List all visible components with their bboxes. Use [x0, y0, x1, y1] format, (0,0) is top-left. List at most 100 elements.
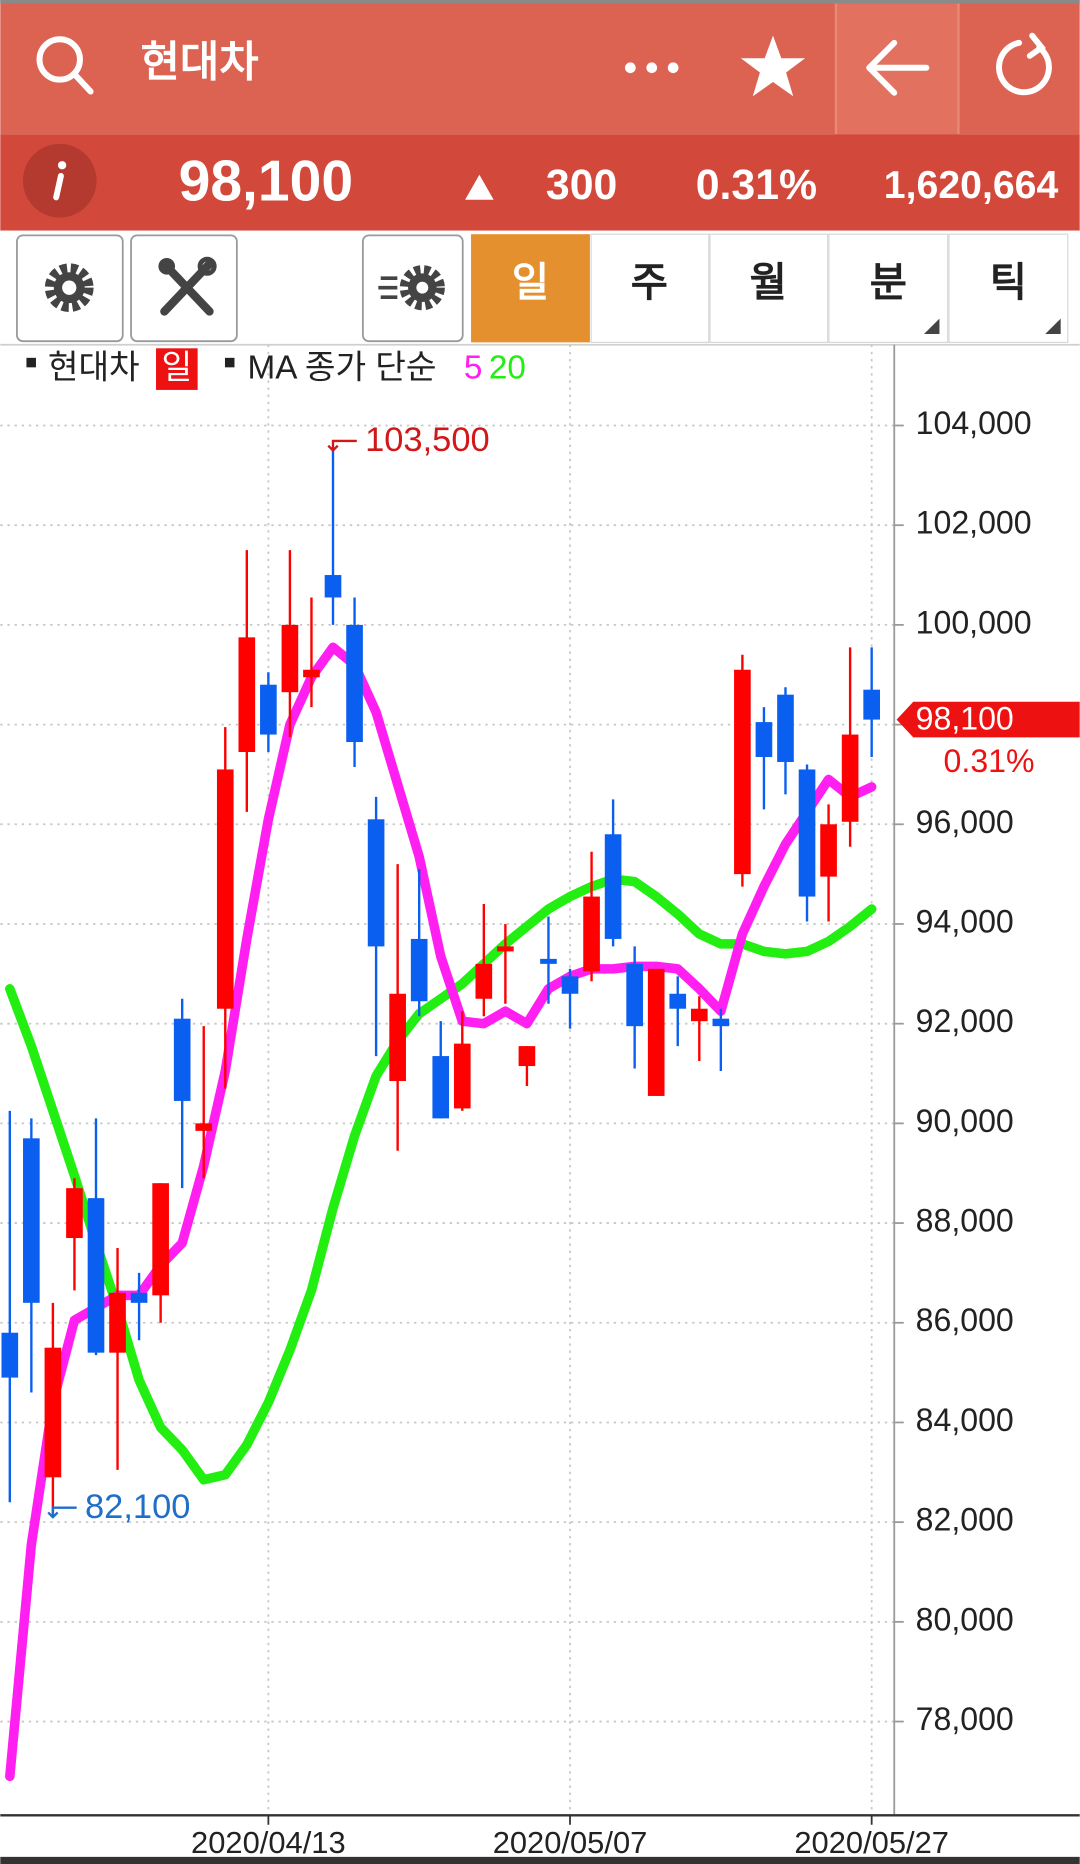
candle-body	[23, 1138, 40, 1303]
candle-body	[367, 819, 385, 947]
back-icon[interactable]	[866, 39, 930, 96]
candle-body	[324, 575, 342, 598]
candle-body	[669, 993, 687, 1009]
candle-body	[497, 946, 514, 952]
candle-body	[820, 824, 837, 877]
tools-button[interactable]	[130, 234, 238, 343]
more-icon[interactable]	[624, 62, 679, 74]
candle-body	[690, 1008, 708, 1022]
candle-body	[734, 669, 751, 875]
candle-body	[195, 1123, 213, 1131]
settings-button[interactable]	[16, 234, 124, 343]
price: 98,100	[179, 150, 353, 214]
candle-body	[303, 669, 320, 678]
tab-dropdown	[923, 318, 940, 335]
y-tick-label: 92,000	[916, 1003, 1014, 1039]
annotation-label: 82,100	[85, 1488, 190, 1526]
indicator-button[interactable]	[361, 234, 464, 343]
last-change-label: 0.31%	[944, 743, 1035, 779]
annotation-pointer	[47, 1506, 77, 1519]
candle-body	[130, 1292, 148, 1303]
candle-body	[1, 1332, 19, 1378]
y-tick-label: 82,000	[916, 1502, 1014, 1538]
change-rate: 0.31%	[696, 161, 817, 209]
legend-ma: MA 종가 단순	[248, 350, 437, 387]
candle-body	[453, 1043, 471, 1109]
candle-body	[66, 1188, 83, 1239]
refresh-icon[interactable]	[996, 32, 1052, 96]
quote-bar	[0, 134, 1080, 231]
candle-body	[518, 1046, 536, 1067]
candle-body	[798, 769, 816, 897]
last-price-label: 98,100	[916, 700, 1014, 736]
candle-body	[475, 963, 493, 999]
y-tick-label: 86,000	[916, 1302, 1014, 1338]
candle-body	[238, 637, 256, 753]
candle-body	[346, 624, 363, 743]
x-tick-label: 2020/05/07	[493, 1825, 648, 1860]
tab-dropdown	[1045, 318, 1061, 335]
bottom-edge	[0, 1856, 1080, 1864]
change: 300	[546, 161, 617, 209]
tab-label[interactable]: 월	[750, 259, 787, 305]
candle-body	[173, 1018, 191, 1101]
y-tick-label: 100,000	[916, 604, 1032, 640]
y-tick-label: 94,000	[916, 903, 1014, 939]
last-price-tag	[896, 701, 1080, 738]
tab-active-bg[interactable]	[471, 234, 590, 343]
candle-body	[281, 624, 299, 693]
volume: 1,620,664	[884, 163, 1059, 207]
candle-body	[841, 734, 859, 822]
candle-body	[863, 689, 880, 720]
y-tick-label: 96,000	[916, 804, 1014, 840]
period-tabs: 일 주 월 분 틱	[471, 233, 1069, 343]
y-tick-label: 78,000	[916, 1701, 1014, 1737]
y-tick-label: 102,000	[916, 505, 1032, 541]
legend-period-bg	[156, 348, 198, 390]
candle-body	[260, 684, 277, 735]
legend-period: 일	[162, 350, 193, 387]
candle-body	[540, 958, 557, 964]
status-edge	[0, 0, 1080, 4]
candle-body	[647, 968, 665, 1096]
candle-body	[432, 1056, 450, 1119]
candle-body	[216, 769, 234, 1009]
candle-body	[109, 1292, 126, 1353]
legend-bullet	[26, 357, 36, 368]
candle-body	[561, 976, 579, 994]
legend-bullet	[224, 357, 235, 368]
annotation-pointer	[327, 439, 357, 453]
tab-label[interactable]: 틱	[990, 259, 1027, 305]
tab-label[interactable]: 일	[512, 259, 549, 305]
candle-body	[44, 1347, 62, 1478]
search-icon[interactable]	[36, 36, 94, 95]
tab-bg[interactable]	[590, 233, 710, 343]
up-arrow	[465, 174, 494, 200]
tab-bg[interactable]	[948, 233, 1069, 343]
y-tick-label: 84,000	[916, 1402, 1014, 1438]
info-icon[interactable]	[22, 143, 97, 218]
candle-body	[712, 1018, 730, 1027]
tab-label[interactable]: 주	[631, 259, 668, 305]
chart: 78,000 80,000 82,000 84,000 86,000 88,000 90,0…	[0, 344, 1080, 1860]
y-tick-label: 88,000	[916, 1203, 1014, 1239]
favorite-icon[interactable]	[740, 35, 806, 97]
tab-bg[interactable]	[709, 233, 829, 343]
candle-body	[755, 722, 773, 757]
tab-label[interactable]: 분	[870, 259, 907, 305]
y-tick-label: 90,000	[916, 1103, 1014, 1139]
legend-entry: 5	[464, 350, 483, 387]
legend-entry: 20	[489, 350, 526, 387]
x-tick-label: 2020/05/27	[794, 1825, 949, 1860]
candle-body	[87, 1198, 105, 1353]
annotation-label: 103,500	[365, 421, 490, 459]
header-title: 현대차	[141, 39, 259, 87]
candle-body	[604, 834, 622, 939]
candle-body	[777, 694, 794, 762]
y-tick-label: 104,000	[916, 405, 1032, 441]
candle-body	[152, 1183, 169, 1296]
candle-body	[583, 896, 600, 972]
tab-bg[interactable]	[828, 233, 949, 343]
